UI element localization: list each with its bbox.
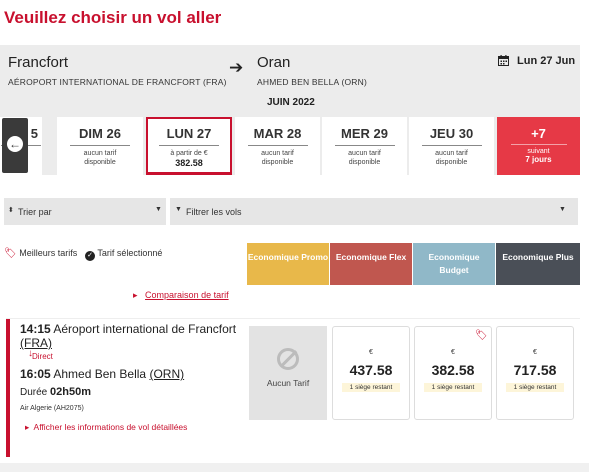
destination-city: Oran [257,54,291,71]
sort-icon: ⬍ [8,207,14,214]
fare-header-promo[interactable]: Economique Promo [247,243,329,285]
airline-label: Air Algerie (AH2075) [20,405,84,412]
page-title: Veuillez choisir un vol aller [4,8,222,27]
no-fare-cell: Aucun Tarif [249,326,327,420]
fare-header-plus[interactable]: Economique Plus [496,243,580,285]
best-fare-tag-icon: 🏷 [475,330,488,341]
fare-header-flex[interactable]: Economique Flex [330,243,412,285]
day-tab-mar-28[interactable]: MAR 28 aucun tarif disponible [235,117,320,175]
previous-days-button[interactable]: ← [2,118,28,173]
flight-accent-bar [6,319,10,457]
day-tab-dim-26[interactable]: DIM 26 aucun tarif disponible [57,117,143,175]
fare-header-budget[interactable]: Economique Budget [413,243,495,285]
seats-left-badge: 1 siège restant [342,383,400,392]
filter-dropdown[interactable]: ▼ Filtrer les vols ▼ [170,198,578,225]
legend-best-fares: 🏷 Meilleurs tarifs [4,248,78,259]
direct-label: Direct [32,352,53,361]
date-carousel: 5 DIM 26 aucun tarif disponible LUN 27 à… [0,117,580,175]
route-header: Francfort AÉROPORT INTERNATIONAL DE FRAN… [0,45,580,117]
legend-selected-fare: ✓ Tarif sélectionné [85,248,162,261]
chevron-down-icon: ▼ [155,206,162,213]
flight-details-link[interactable]: ▸ Afficher les informations de vol détai… [25,422,188,432]
caret-right-icon: ▸ [25,422,30,432]
fare-option-flex[interactable]: € 437.58 1 siège restant [332,326,410,420]
filter-icon: ▼ [175,206,182,213]
day-min-price: 382.58 [175,158,203,168]
month-label: JUIN 2022 [267,97,315,108]
flight-duration: Durée 02h50m [20,386,92,398]
caret-right-icon: ▸ [133,290,138,300]
destination-airport: AHMED BEN BELLA (ORN) [257,77,368,87]
origin-city: Francfort [8,54,69,71]
seats-left-badge: 1 siège restant [424,383,482,392]
footer-divider [0,463,589,472]
unavailable-icon [277,348,299,370]
day-tab-jeu-30[interactable]: JEU 30 aucun tarif disponible [409,117,494,175]
seats-left-badge: 1 siège restant [506,383,564,392]
day-tab-lun-27[interactable]: LUN 27 à partir de € 382.58 [146,117,232,175]
chevron-down-icon: ▼ [559,206,566,213]
check-circle-icon: ✓ [85,251,95,261]
origin-airport: AÉROPORT INTERNATIONAL DE FRANCFORT (FRA… [8,77,227,87]
arrow-right-icon: ➔ [229,58,244,77]
day-tab-mer-29[interactable]: MER 29 aucun tarif disponible [322,117,407,175]
arrow-down-icon: ↓ [28,348,33,359]
next-7-days-button[interactable]: +7 suivant 7 jours [497,117,580,175]
fare-option-budget[interactable]: € 382.58 1 siège restant [414,326,492,420]
calendar-icon[interactable] [498,55,509,69]
selected-date[interactable]: Lun 27 Jun [517,55,576,67]
departure-info: 14:15 Aéroport international de Francfor… [20,322,237,350]
arrow-left-icon: ← [7,136,23,152]
fare-option-plus[interactable]: € 717.58 1 siège restant [496,326,574,420]
compare-fares-link[interactable]: ▸ Comparaison de tarif [133,290,229,300]
tag-icon: 🏷 [4,248,17,259]
sort-dropdown[interactable]: ⬍ Trier par ▼ [4,198,166,225]
arrival-info: 16:05 Ahmed Ben Bella (ORN) [20,367,185,381]
